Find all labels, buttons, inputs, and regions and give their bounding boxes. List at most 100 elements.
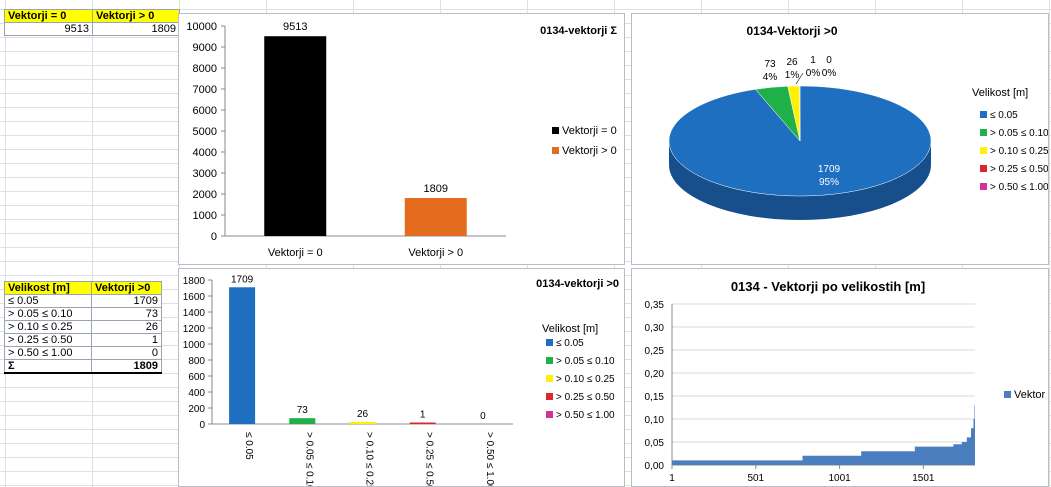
size-class-table: Velikost [m] Vektorji >0 ≤ 0.05 1709 > 0.… [4, 281, 162, 374]
y-tick-label: 0 [199, 420, 205, 431]
pie-value-label: 1 [810, 55, 816, 66]
leader-line [795, 72, 804, 85]
y-tick-label: 2000 [193, 189, 217, 201]
y-tick-label: 0,30 [645, 323, 665, 334]
bar [289, 418, 316, 424]
legend-swatch [1004, 391, 1011, 398]
table-header-cell[interactable]: Vektorji = 0 [4, 9, 93, 23]
legend-swatch [546, 357, 553, 364]
data-label: 26 [357, 409, 369, 420]
y-tick-label: 600 [188, 372, 205, 383]
y-tick-label: 0,10 [645, 415, 665, 426]
pie-percent-label: 0% [822, 68, 837, 79]
chart-size-class-bars[interactable]: 0 200 400 600 800 1000 1200 1400 1600 1800 1709 ≤ 0… [178, 268, 625, 487]
table-cell[interactable]: 1809 [92, 22, 180, 36]
x-tick-label: > 0.05 ≤ 0.10 [303, 432, 314, 486]
data-label: 0 [480, 411, 486, 422]
table-cell[interactable]: > 0.05 ≤ 0.10 [4, 307, 92, 321]
legend-label: Vektorji = 0 [562, 125, 617, 137]
y-tick-label: 5000 [193, 126, 217, 138]
x-tick-label: Vektorji = 0 [268, 247, 323, 259]
summary-table: Vektorji = 0 Vektorji > 0 9513 1809 [4, 9, 180, 36]
table-total-label[interactable]: Σ [4, 359, 92, 374]
y-tick-label: 1800 [183, 276, 206, 287]
y-tick-label: 0,25 [645, 346, 665, 357]
y-tick-label: 6000 [193, 105, 217, 117]
x-tick-label: 1 [669, 473, 675, 484]
chart-vectors-by-size[interactable]: 0134 - Vektorji po velikostih [m] 0,00 0,0… [631, 268, 1049, 487]
data-label: 1 [420, 410, 426, 421]
bar [404, 198, 467, 236]
legend-swatch [980, 111, 987, 118]
bar [264, 36, 327, 237]
bar-chart-svg: 0 1000 2000 3000 4000 5000 6000 7000 8000 9000 100… [186, 21, 617, 259]
y-tick-label: 3000 [193, 168, 217, 180]
legend-swatch [546, 375, 553, 382]
legend-swatch [546, 393, 553, 400]
y-tick-label: 10000 [186, 21, 217, 33]
bar [409, 422, 436, 424]
y-tick-label: 1000 [183, 340, 206, 351]
legend-label: ≤ 0.05 [556, 338, 584, 349]
table-cell[interactable]: > 0.50 ≤ 1.00 [4, 346, 92, 360]
bar [229, 287, 256, 424]
x-tick-label: 501 [747, 473, 764, 484]
bar-chart-svg: 0 200 400 600 800 1000 1200 1400 1600 1800 1709 ≤ 0… [183, 274, 619, 486]
table-header-cell[interactable]: Velikost [m] [4, 281, 92, 295]
chart-total-vectors[interactable]: 0 1000 2000 3000 4000 5000 6000 7000 8000 9000 100… [178, 13, 625, 265]
area-series [672, 322, 975, 465]
legend-title: Velikost [m] [972, 87, 1028, 99]
table-cell[interactable]: 26 [91, 320, 162, 334]
chart-title: 0134 - Vektorji po velikostih [m] [731, 279, 925, 294]
chart-pie-size-classes[interactable]: 0134-Vektorji >0 1709 95% 73 4% 26 1% 1 0% 0 0% Vel… [631, 13, 1049, 265]
pie-percent-label: 1% [785, 70, 800, 81]
pie-side [669, 141, 931, 220]
data-label: 1709 [231, 274, 254, 285]
y-tick-label: 1600 [183, 292, 206, 303]
legend-label: > 0.10 ≤ 0.25 [990, 146, 1048, 157]
table-cell[interactable]: > 0.10 ≤ 0.25 [4, 320, 92, 334]
y-tick-label: 1200 [183, 324, 206, 335]
chart-title: 0134-vektorji >0 [536, 278, 619, 290]
table-cell[interactable]: > 0.25 ≤ 0.50 [4, 333, 92, 347]
y-tick-label: 1400 [183, 308, 206, 319]
bar [349, 421, 376, 424]
legend-swatch [546, 339, 553, 346]
table-cell[interactable]: 9513 [4, 22, 93, 36]
table-cell[interactable]: 1 [91, 333, 162, 347]
legend-label: > 0.05 ≤ 0.10 [556, 356, 615, 367]
y-tick-label: 9000 [193, 42, 217, 54]
table-header-cell[interactable]: Vektorji > 0 [92, 9, 180, 23]
x-tick-label: > 0.50 ≤ 1.00 [484, 432, 495, 486]
table-header-cell[interactable]: Vektorji >0 [91, 281, 162, 295]
table-cell[interactable]: 1709 [91, 294, 162, 308]
x-tick-label: 1001 [828, 473, 851, 484]
x-tick-label: 1501 [912, 473, 935, 484]
legend-label: Vektorji > 0 [562, 145, 617, 157]
y-tick-label: 0,20 [645, 369, 665, 380]
area-chart-svg: 0134 - Vektorji po velikostih [m] 0,00 0,0… [645, 279, 1046, 484]
y-tick-label: 0 [211, 231, 217, 243]
chart-title: 0134-vektorji Σ [540, 25, 617, 37]
y-tick-label: 8000 [193, 63, 217, 75]
legend-swatch [980, 147, 987, 154]
pie-value-label: 26 [786, 57, 798, 68]
legend-swatch [552, 127, 559, 134]
table-cell[interactable]: 0 [91, 346, 162, 360]
y-tick-label: 0,15 [645, 392, 665, 403]
legend-label: > 0.25 ≤ 0.50 [556, 392, 615, 403]
table-total-value[interactable]: 1809 [91, 359, 162, 374]
chart-title: 0134-Vektorji >0 [746, 24, 837, 38]
y-tick-label: 4000 [193, 147, 217, 159]
table-cell[interactable]: 73 [91, 307, 162, 321]
legend-swatch [980, 129, 987, 136]
x-tick-label: ≤ 0.05 [243, 432, 254, 460]
table-cell[interactable]: ≤ 0.05 [4, 294, 92, 308]
legend-label: > 0.25 ≤ 0.50 [990, 164, 1048, 175]
legend-swatch [980, 183, 987, 190]
legend-label: Vektor [1014, 389, 1046, 401]
pie-value-label: 1709 [818, 164, 841, 175]
y-tick-label: 800 [188, 356, 205, 367]
y-tick-label: 200 [188, 404, 205, 415]
pie-percent-label: 0% [806, 68, 821, 79]
